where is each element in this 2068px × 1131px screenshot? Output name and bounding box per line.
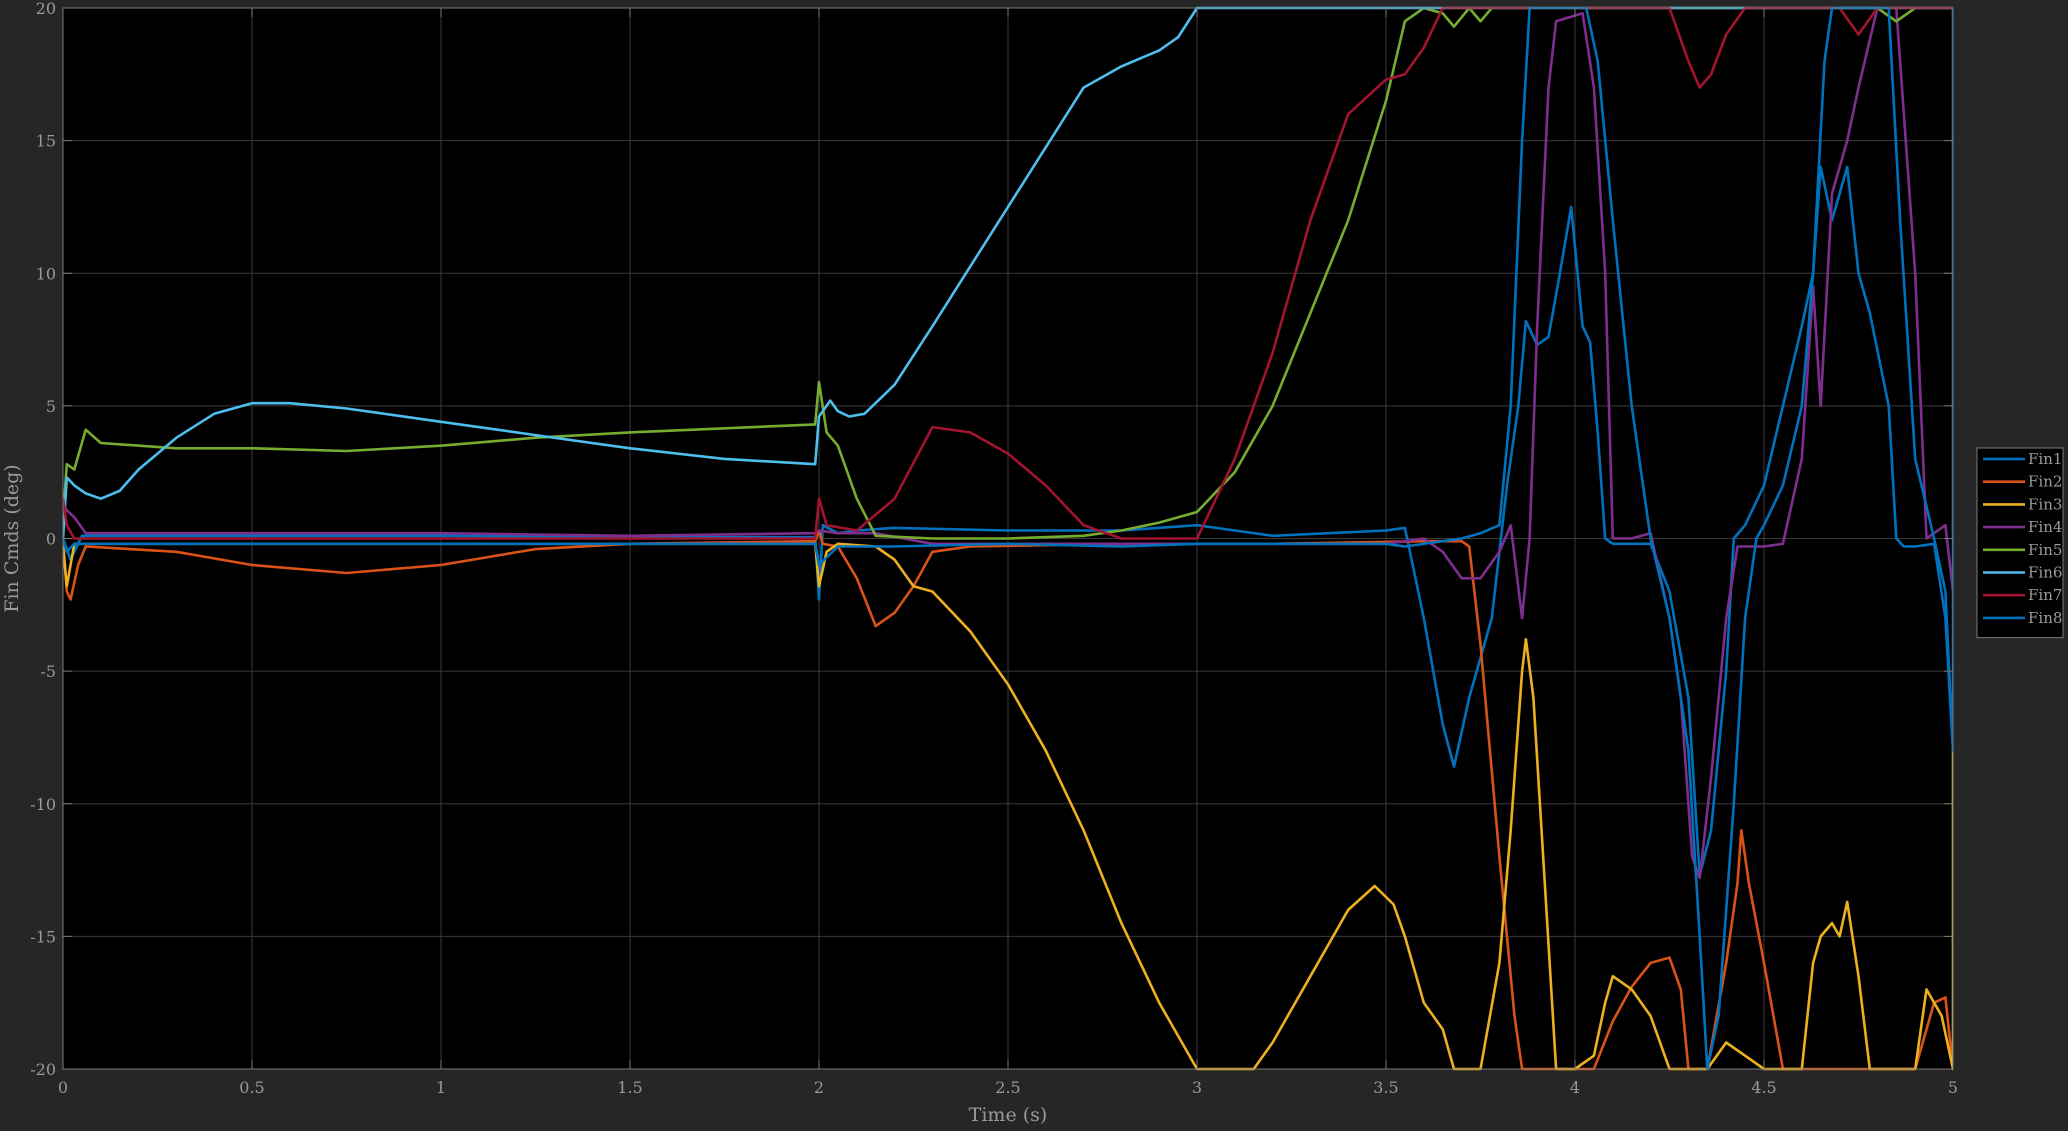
x-tick-label: 0.5 [239,1078,264,1097]
legend-entry-fin2: Fin2 [2028,473,2062,491]
y-tick-label: 10 [36,264,56,283]
y-tick-label: 0 [46,530,56,549]
series-line-fin6 [63,6,1953,540]
x-tick-label: 0 [58,1078,68,1097]
legend-box [1976,447,2064,639]
y-axis-label: Fin Cmds (deg) [1,464,23,612]
y-tick-label: 15 [36,132,56,151]
y-tick-label: 5 [46,397,56,416]
x-tick-label: 3.5 [1373,1078,1398,1097]
y-tick-label: -20 [30,1060,56,1079]
x-axis-label: Time (s) [969,1104,1048,1126]
legend-entry-fin1: Fin1 [2028,450,2062,468]
x-tick-label: 2.5 [995,1078,1020,1097]
x-tick-label: 2 [814,1078,824,1097]
legend-entry-fin4: Fin4 [2028,518,2062,536]
legend-entry-fin7: Fin7 [2028,586,2062,604]
x-tick-label: 4 [1570,1078,1580,1097]
series-line-fin7 [63,6,1953,540]
x-tick-label: 1.5 [617,1078,642,1097]
legend-entry-fin6: Fin6 [2028,564,2062,582]
legend-entry-fin8: Fin8 [2028,609,2062,627]
x-tick-label: 3 [1192,1078,1202,1097]
y-tick-label: -5 [40,662,56,681]
series-line-fin2 [63,529,1953,1071]
legend-entry-fin3: Fin3 [2028,495,2062,513]
axis-ticks: 0 0.5 1 1.5 2 2.5 3 3.5 4 4.5 5 -20 -15 -10 -5 0 5 10 15 20 [30,0,1958,1097]
series-line-fin4 [63,6,1953,880]
x-tick-label: 5 [1948,1078,1958,1097]
x-tick-label: 4.5 [1751,1078,1776,1097]
y-tick-label: -15 [30,927,56,946]
series-line-fin5 [63,6,1953,540]
plot-lines [63,6,1953,1071]
y-tick-label: 20 [36,0,56,18]
legend: Fin1 Fin2 Fin3 Fin4 Fin5 Fin6 Fin7 Fin8 [1976,447,2064,639]
y-tick-label: -10 [30,795,56,814]
legend-entry-fin5: Fin5 [2028,541,2062,559]
series-line-fin8 [63,6,1953,1071]
x-tick-label: 1 [436,1078,446,1097]
